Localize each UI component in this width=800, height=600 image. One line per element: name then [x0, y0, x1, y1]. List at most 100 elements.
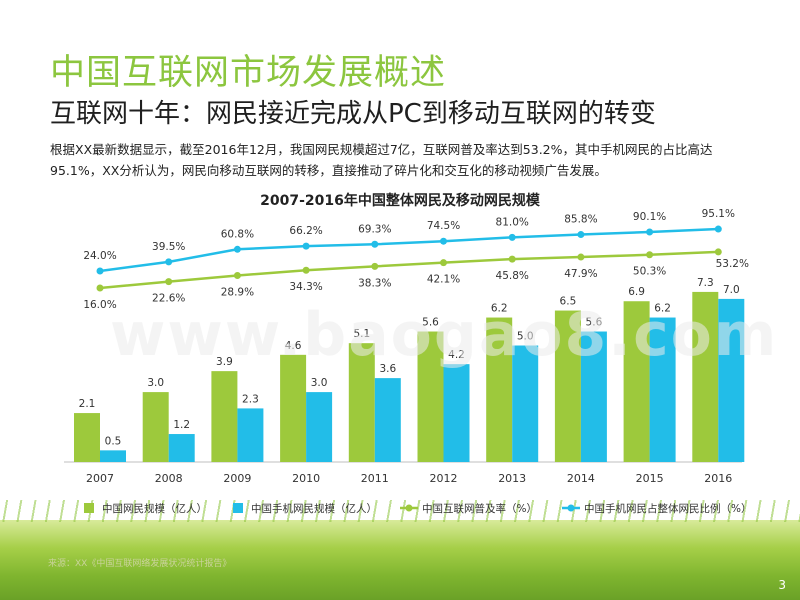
line-data-label: 22.6%	[152, 293, 185, 305]
line-data-label: 50.3%	[633, 266, 666, 278]
slide-title: 中国互联网市场发展概述	[50, 53, 447, 93]
line-point	[96, 284, 104, 292]
line-point	[646, 251, 654, 259]
legend-swatch-point	[405, 504, 413, 512]
bar-mobile	[718, 298, 745, 462]
bar-data-label: 4.6	[285, 340, 302, 352]
line-point	[233, 245, 241, 253]
line-data-label: 38.3%	[358, 277, 391, 289]
x-tick-label: 2013	[498, 472, 526, 485]
bar-mobile	[580, 331, 607, 462]
x-tick-label: 2011	[361, 472, 389, 485]
line-point	[440, 237, 447, 245]
x-tick-label: 2008	[155, 472, 183, 485]
bar-data-label: 5.0	[517, 331, 534, 343]
bar-data-label: 2.3	[242, 393, 259, 405]
bar-netizens	[211, 371, 238, 462]
x-tick-label: 2010	[292, 472, 320, 485]
line-point	[96, 267, 104, 275]
bar-data-label: 5.6	[586, 317, 603, 329]
penetration-line	[99, 250, 719, 290]
slide-subtitle: 互联网十年：网民接近完成从PC到移动互联网的转变	[50, 99, 656, 129]
bar-netizens	[417, 331, 444, 462]
line-data-label: 90.1%	[633, 211, 666, 223]
line-point	[577, 253, 585, 261]
legend-label: 中国手机网民占整体网民比例（%）	[584, 502, 751, 515]
bar-mobile	[100, 450, 126, 462]
bar-netizens	[348, 343, 375, 462]
bar-netizens	[486, 317, 513, 462]
bar-data-label: 6.9	[628, 286, 645, 298]
line-data-label: 69.3%	[358, 223, 391, 235]
line-data-label: 53.2%	[716, 258, 749, 270]
bar-data-label: 7.0	[723, 284, 740, 296]
line-point	[233, 271, 241, 279]
line-data-label: 24.0%	[83, 250, 116, 262]
bar-data-label: 6.2	[491, 303, 508, 315]
line-point	[371, 240, 379, 248]
x-tick-label: 2012	[430, 472, 458, 485]
line-data-label: 60.8%	[221, 228, 254, 240]
bar-netizens	[623, 301, 650, 462]
x-tick-label: 2016	[704, 472, 732, 485]
bar-data-label: 3.0	[147, 377, 164, 389]
bar-data-label: 3.0	[311, 377, 328, 389]
line-data-label: 34.3%	[289, 281, 322, 293]
mobile-share-line	[99, 227, 719, 273]
line-data-label: 66.2%	[289, 225, 322, 237]
line-point	[577, 231, 585, 239]
line-data-label: 42.1%	[427, 274, 460, 286]
page-number: 3	[778, 578, 786, 592]
line-data-label: 81.0%	[496, 216, 529, 228]
bar-data-label: 7.3	[697, 277, 714, 289]
bar-data-label: 0.5	[105, 435, 122, 447]
bar-netizens	[74, 413, 100, 462]
grass-decoration	[0, 500, 800, 600]
line-point	[165, 278, 173, 286]
x-tick-label: 2014	[567, 472, 595, 485]
line-point	[508, 255, 516, 263]
bar-netizens	[692, 291, 719, 462]
slide-description: 根据XX最新数据显示，截至2016年12月，我国网民规模超过7亿，互联网普及率达…	[50, 142, 713, 178]
legend-swatch-bar	[84, 503, 94, 513]
bar-mobile	[306, 392, 333, 462]
line-data-label: 95.1%	[702, 208, 735, 220]
bar-data-label: 6.2	[654, 303, 671, 315]
bar-data-label: 5.6	[422, 317, 439, 329]
x-tick-label: 2007	[86, 472, 114, 485]
bar-data-label: 2.1	[79, 398, 96, 410]
line-point	[302, 242, 310, 250]
legend-label: 中国手机网民规模（亿人）	[251, 502, 377, 515]
source-note: 来源：XX《中国互联网络发展状况统计报告》	[48, 559, 232, 569]
line-data-label: 85.8%	[564, 214, 597, 226]
x-tick-label: 2009	[223, 472, 251, 485]
bar-mobile	[168, 434, 195, 462]
bar-mobile	[374, 378, 401, 462]
line-data-label: 47.9%	[564, 268, 597, 280]
x-tick-label: 2015	[636, 472, 664, 485]
bar-data-label: 4.2	[448, 349, 465, 361]
legend-label: 中国网民规模（亿人）	[102, 502, 207, 515]
bar-data-label: 1.2	[173, 419, 190, 431]
bar-mobile	[512, 345, 539, 462]
line-data-label: 39.5%	[152, 241, 185, 253]
bar-netizens	[280, 354, 307, 462]
line-point	[371, 262, 379, 270]
line-point	[646, 228, 654, 236]
line-data-label: 16.0%	[83, 299, 116, 311]
bar-data-label: 3.6	[379, 363, 396, 375]
bar-mobile	[237, 408, 264, 462]
chart-title: 2007-2016年中国整体网民及移动网民规模	[260, 193, 540, 209]
bar-data-label: 3.9	[216, 356, 233, 368]
bar-data-label: 5.1	[353, 328, 370, 340]
line-data-label: 28.9%	[221, 286, 254, 298]
line-data-label: 74.5%	[427, 220, 460, 232]
watermark-text: www.baogao8.com	[110, 300, 779, 370]
line-point	[440, 259, 447, 267]
bar-netizens	[554, 310, 581, 462]
bar-data-label: 6.5	[560, 296, 577, 308]
line-point	[302, 266, 310, 274]
bar-mobile	[443, 364, 470, 462]
bar-mobile	[649, 317, 676, 462]
